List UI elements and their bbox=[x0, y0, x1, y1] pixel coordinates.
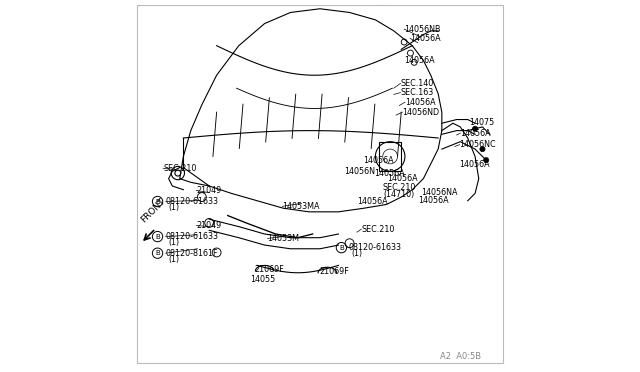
Text: 14056ND: 14056ND bbox=[403, 108, 440, 117]
Text: 14056N: 14056N bbox=[344, 167, 375, 176]
Text: 14053M: 14053M bbox=[268, 234, 300, 243]
Text: (1): (1) bbox=[168, 255, 180, 264]
Circle shape bbox=[472, 126, 477, 131]
Text: SEC.210: SEC.210 bbox=[383, 183, 416, 192]
Text: 08120-61633: 08120-61633 bbox=[166, 197, 219, 206]
Text: A2  A0:5B: A2 A0:5B bbox=[440, 352, 481, 361]
Text: SEC.210: SEC.210 bbox=[163, 164, 196, 173]
Text: 14056A: 14056A bbox=[460, 129, 491, 138]
Text: (1): (1) bbox=[168, 203, 180, 212]
Text: 21049: 21049 bbox=[196, 186, 221, 195]
Text: 21069F: 21069F bbox=[319, 267, 349, 276]
Text: 14056A: 14056A bbox=[405, 98, 436, 107]
Text: 14053MA: 14053MA bbox=[282, 202, 320, 211]
Text: 14056A: 14056A bbox=[418, 196, 449, 205]
Text: (1): (1) bbox=[351, 250, 362, 259]
Text: 14056NB: 14056NB bbox=[404, 25, 441, 33]
Text: 14056A: 14056A bbox=[404, 56, 435, 65]
Text: 08120-61633: 08120-61633 bbox=[166, 232, 219, 241]
Text: 14055: 14055 bbox=[251, 275, 276, 283]
Text: 21069F: 21069F bbox=[254, 265, 284, 274]
Text: 14056A: 14056A bbox=[363, 156, 394, 166]
Text: 08120-61633: 08120-61633 bbox=[348, 243, 401, 252]
Text: (1): (1) bbox=[168, 238, 180, 247]
Text: FRONT: FRONT bbox=[139, 197, 167, 225]
Text: (14710): (14710) bbox=[383, 190, 415, 199]
Text: 14056NA: 14056NA bbox=[420, 188, 458, 197]
Text: SEC.140: SEC.140 bbox=[401, 79, 434, 88]
Text: B: B bbox=[155, 250, 160, 256]
Text: 14056A: 14056A bbox=[388, 174, 418, 183]
Text: 21049: 21049 bbox=[196, 221, 221, 230]
Text: 14056A: 14056A bbox=[357, 198, 388, 206]
Text: B: B bbox=[155, 199, 160, 205]
Text: B: B bbox=[339, 245, 344, 251]
Text: 14075: 14075 bbox=[470, 118, 495, 127]
Text: 14056A: 14056A bbox=[460, 160, 490, 170]
Text: 14056A: 14056A bbox=[410, 34, 441, 43]
Circle shape bbox=[484, 158, 489, 163]
Circle shape bbox=[480, 147, 485, 152]
Text: B: B bbox=[155, 234, 160, 240]
Text: 14056NC: 14056NC bbox=[460, 140, 496, 149]
Text: SEC.210: SEC.210 bbox=[362, 225, 395, 234]
Text: 08120-8161F: 08120-8161F bbox=[166, 249, 218, 258]
Text: SEC.163: SEC.163 bbox=[401, 88, 434, 97]
Text: 14056A: 14056A bbox=[374, 169, 405, 177]
